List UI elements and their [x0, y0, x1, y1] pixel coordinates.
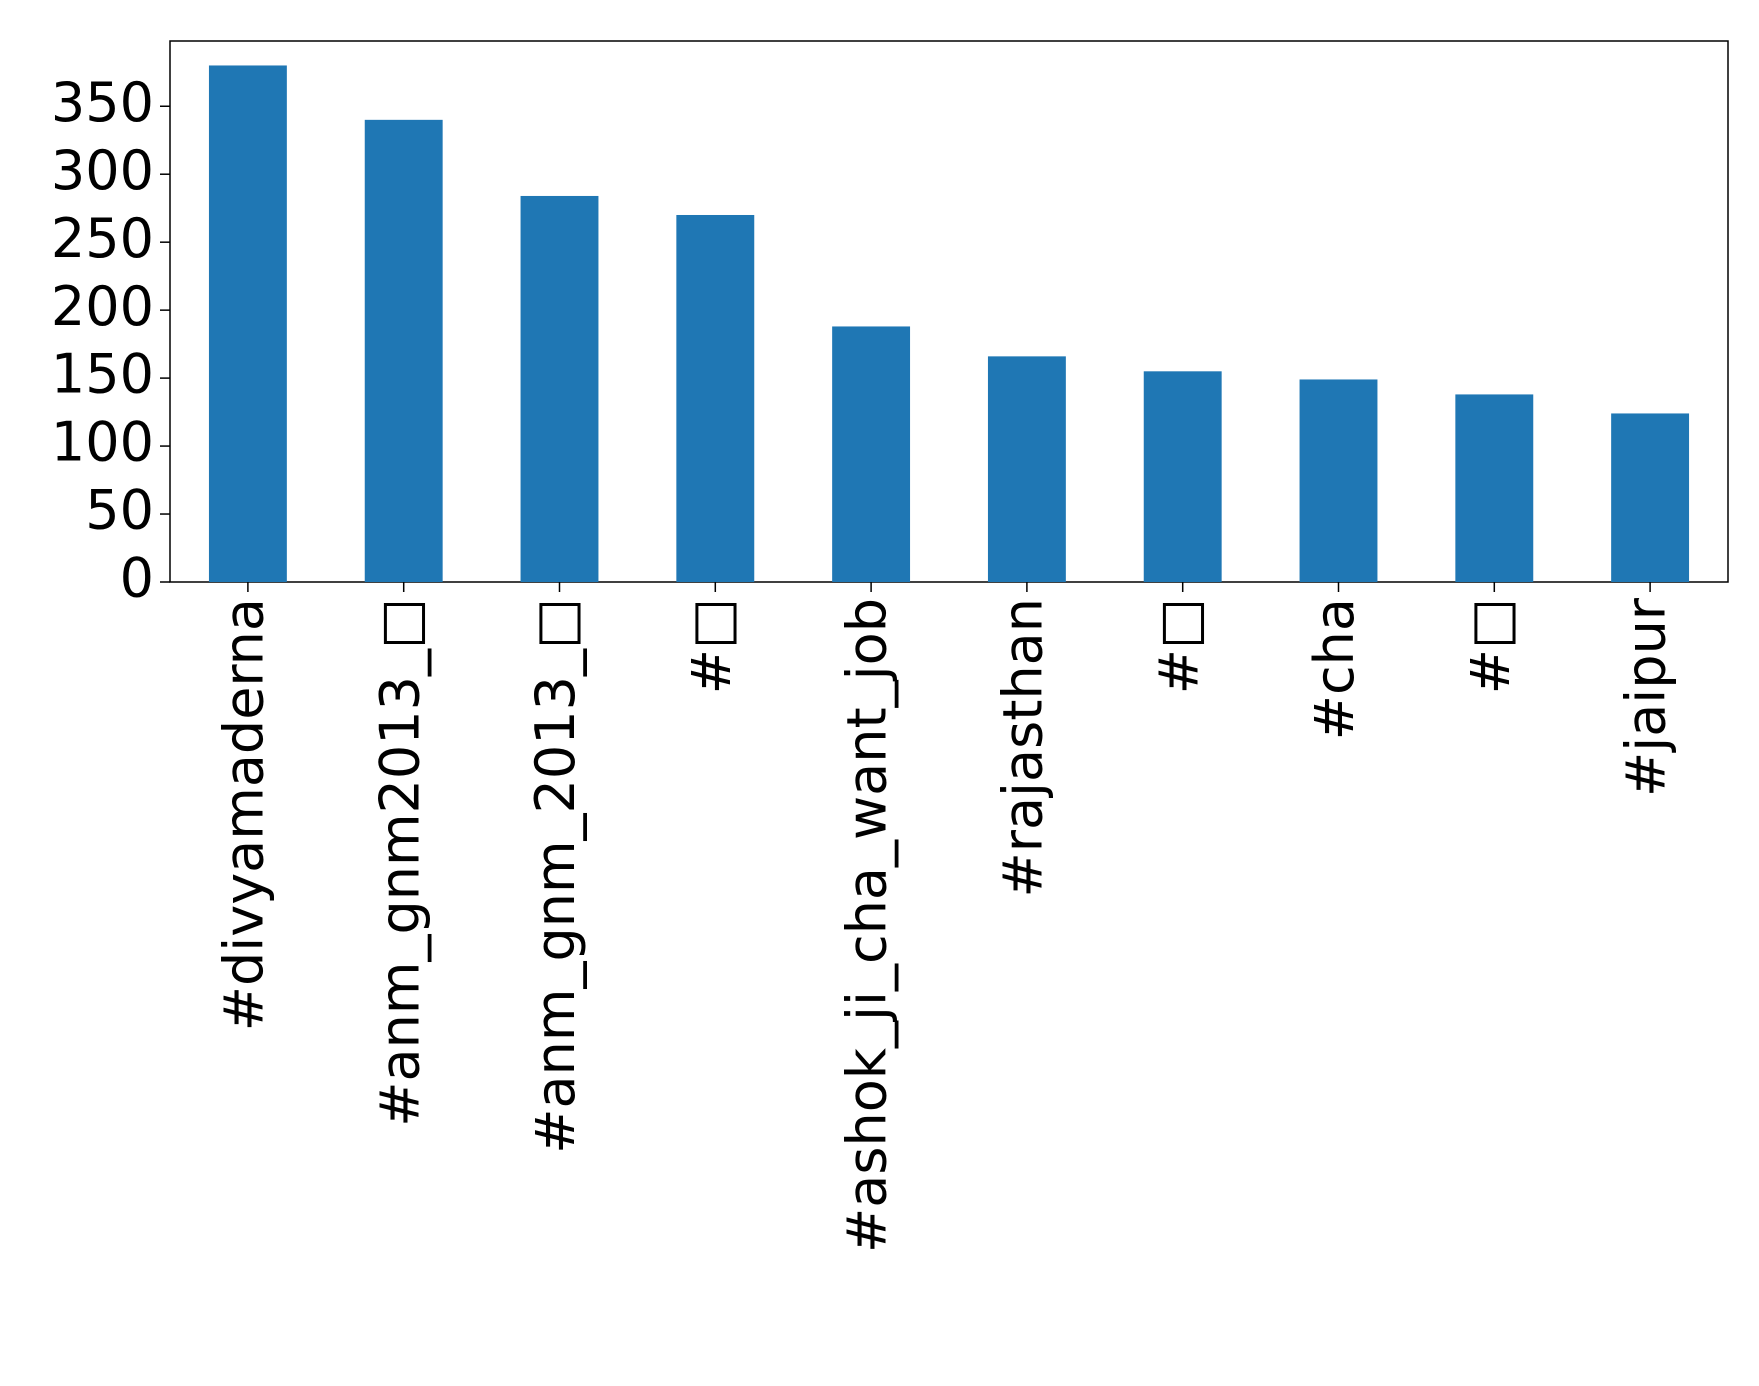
bar — [1299, 379, 1378, 582]
x-tick-label: #□ — [1147, 598, 1210, 694]
x-tick-label: #□ — [1459, 598, 1522, 694]
x-tick-label: #□ — [680, 598, 743, 694]
y-tick-label: 150 — [51, 343, 154, 406]
bar — [1143, 371, 1222, 582]
plot-frame — [169, 40, 1729, 583]
bar — [1455, 394, 1534, 582]
y-tick-label: 50 — [85, 479, 154, 542]
bar — [520, 195, 599, 583]
bar — [676, 214, 755, 583]
bar — [832, 326, 911, 582]
bar — [1611, 413, 1690, 582]
y-tick-label: 200 — [51, 275, 154, 338]
x-tick-label: #jaipur — [1615, 597, 1678, 797]
bar — [208, 65, 287, 582]
x-tick-label: #anm_gnm_2013_□ — [524, 598, 587, 1154]
x-tick-label: #rajasthan — [992, 598, 1055, 897]
y-tick-label: 0 — [120, 547, 154, 610]
x-tick-label: #cha — [1303, 598, 1366, 740]
y-tick-label: 350 — [51, 71, 154, 134]
y-tick-label: 100 — [51, 411, 154, 474]
x-tick-label: #anm_gnm2013_□ — [368, 598, 431, 1127]
y-tick-label: 300 — [51, 139, 154, 202]
x-tick-label: #divyamaderna — [213, 598, 276, 1031]
x-tick-label: #ashok_ji_cha_want_job — [836, 598, 899, 1253]
y-tick-label: 250 — [51, 207, 154, 270]
bar — [987, 356, 1066, 582]
bar — [364, 119, 443, 582]
